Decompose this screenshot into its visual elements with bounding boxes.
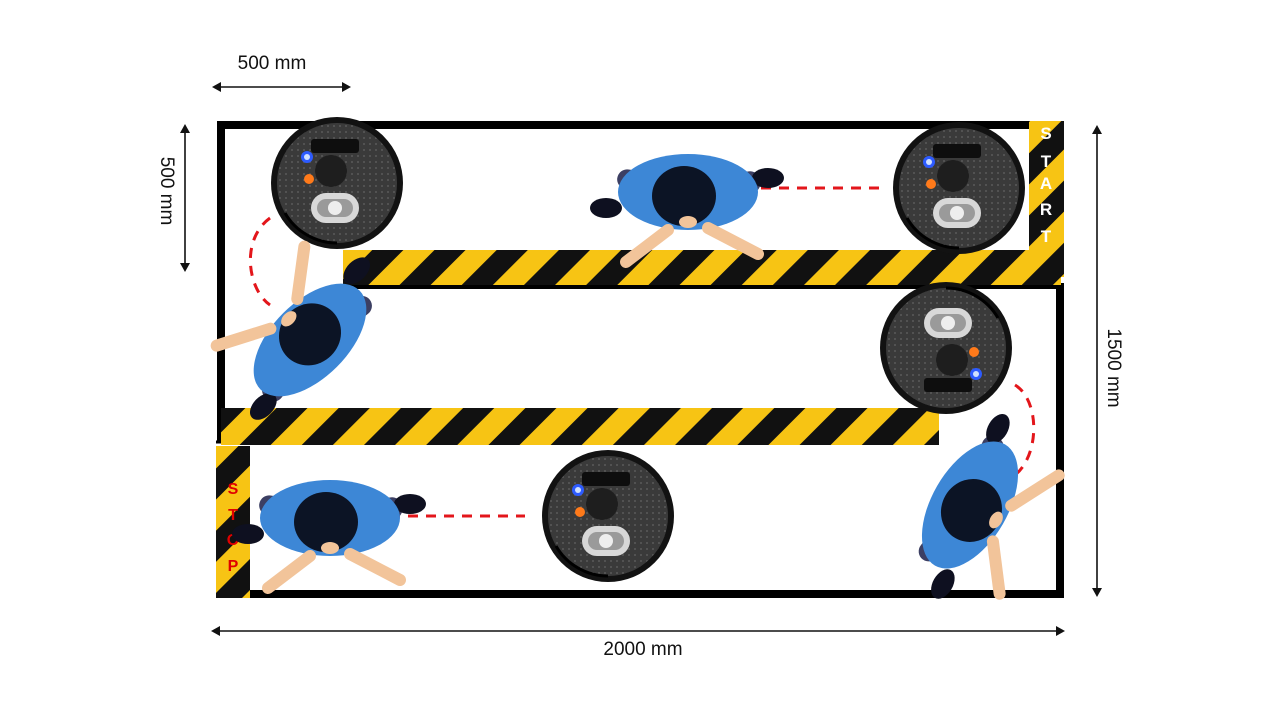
path-segment-2	[248, 216, 271, 307]
robot-vacuum-icon	[540, 448, 676, 584]
hazard-tape-upper	[343, 250, 1061, 287]
start-letter-5: T	[1041, 227, 1052, 246]
dimension-bottom-label: 2000 mm	[603, 639, 682, 660]
person-topdown-icon	[232, 480, 426, 588]
start-letter-2: T	[1041, 152, 1052, 171]
stop-post: S T O P	[216, 446, 250, 598]
start-letter-4: R	[1040, 200, 1052, 219]
robot-vacuum-icon	[878, 280, 1014, 416]
dimension-right-label: 1500 mm	[1103, 328, 1124, 407]
stop-letter-2: T	[228, 507, 238, 524]
follow-paths	[248, 186, 1036, 518]
dimension-top-label: 500 mm	[238, 53, 307, 74]
person-topdown-icon	[590, 154, 784, 262]
dimension-lines	[180, 82, 1102, 636]
robot-vacuum-icon	[891, 120, 1027, 256]
path-segment-3	[1014, 383, 1036, 477]
start-letter-1: S	[1040, 124, 1051, 143]
start-label: S T A R T	[1040, 124, 1052, 246]
robot-vacuum-icon	[269, 115, 405, 251]
hazard-tape-lower	[221, 408, 939, 445]
dimension-left-label: 500 mm	[156, 157, 177, 226]
start-letter-3: A	[1040, 174, 1052, 193]
stop-letter-4: P	[228, 558, 239, 575]
stop-letter-1: S	[228, 481, 239, 498]
start-post: S T A R T	[1029, 121, 1064, 277]
hazard-tape-upper-edge	[343, 285, 1061, 289]
